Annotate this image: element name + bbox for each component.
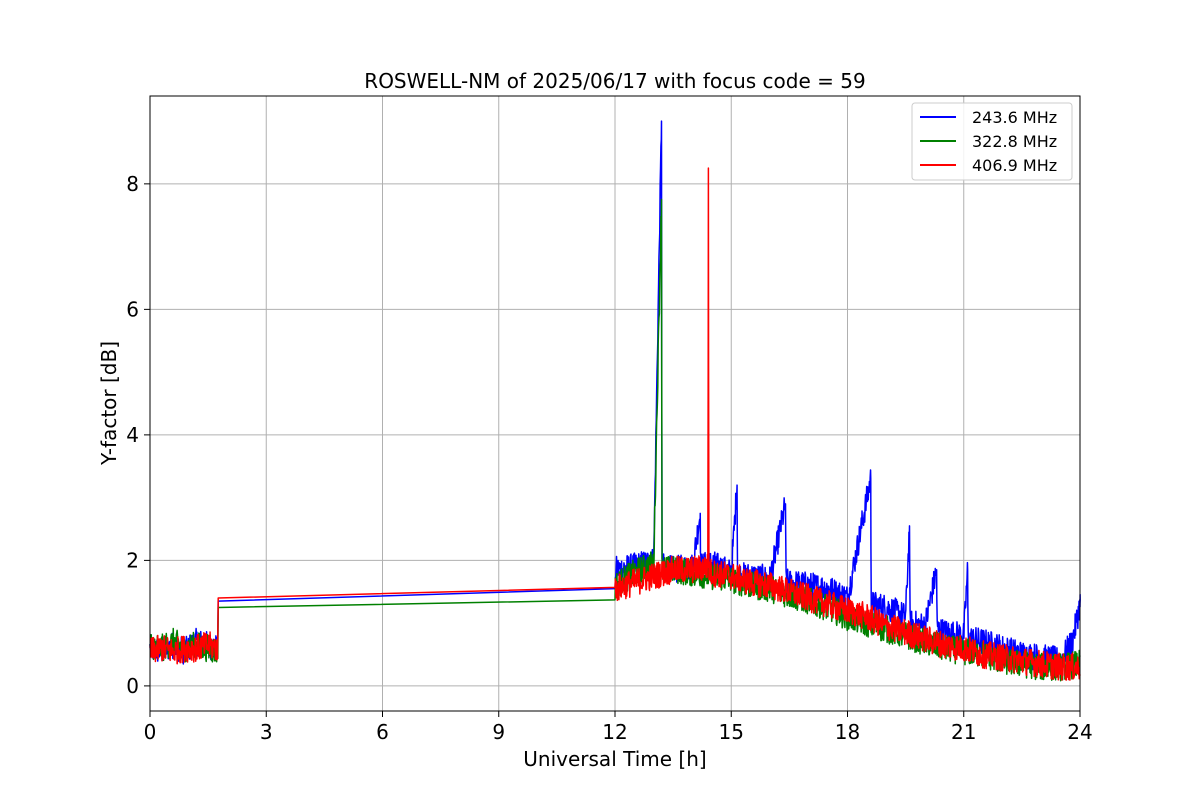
y-axis-label: Y-factor [dB] bbox=[97, 341, 121, 466]
x-tick-label: 12 bbox=[602, 720, 627, 744]
y-axis: 0 2 4 6 8 bbox=[126, 172, 150, 698]
legend: 243.6 MHz 322.8 MHz 406.9 MHz bbox=[911, 102, 1073, 181]
x-tick-label: 3 bbox=[260, 720, 273, 744]
y-tick-label: 8 bbox=[126, 172, 139, 196]
y-tick-label: 0 bbox=[126, 674, 139, 698]
x-tick-label: 21 bbox=[951, 720, 976, 744]
legend-label: 243.6 MHz bbox=[972, 108, 1057, 127]
x-tick-label: 18 bbox=[835, 720, 860, 744]
series-line-1 bbox=[149, 120, 1081, 673]
x-axis-label: Universal Time [h] bbox=[523, 747, 706, 771]
series-line-3 bbox=[149, 167, 1081, 681]
y-tick-label: 2 bbox=[126, 548, 139, 572]
x-tick-label: 0 bbox=[144, 720, 157, 744]
x-tick-label: 9 bbox=[492, 720, 505, 744]
x-tick-label: 15 bbox=[719, 720, 744, 744]
legend-box bbox=[911, 102, 1073, 181]
y-tick-label: 4 bbox=[126, 423, 139, 447]
x-tick-label: 6 bbox=[376, 720, 389, 744]
chart-title: ROSWELL-NM of 2025/06/17 with focus code… bbox=[364, 69, 865, 93]
legend-label: 406.9 MHz bbox=[972, 156, 1057, 175]
legend-label: 322.8 MHz bbox=[972, 132, 1057, 151]
y-tick-label: 6 bbox=[126, 297, 139, 321]
x-axis: 0 3 6 9 12 15 18 21 24 bbox=[144, 711, 1093, 744]
series-layer bbox=[149, 120, 1081, 682]
x-tick-label: 24 bbox=[1067, 720, 1092, 744]
